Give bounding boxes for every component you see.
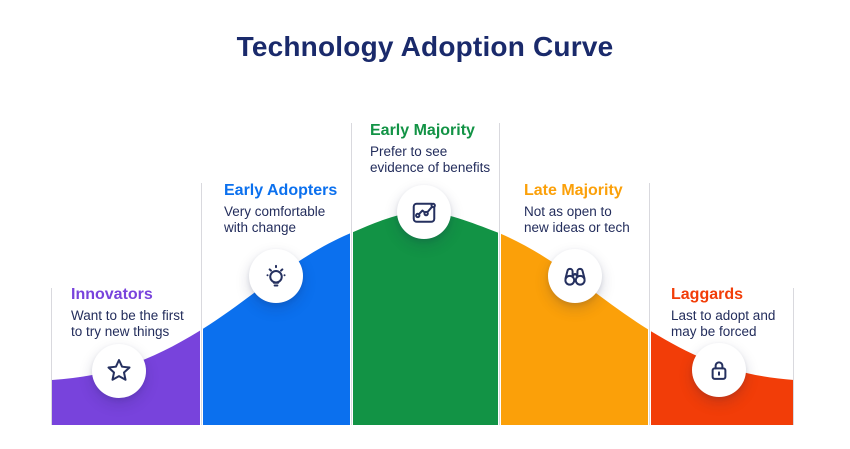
segment-description-line: to try new things [71,324,170,339]
segment-label: Early Majority [370,122,475,139]
segment-description-line: Prefer to see [370,144,448,159]
segment-description-line: may be forced [671,324,757,339]
divider-line [649,183,650,425]
divider-line [499,123,500,425]
segment-text-early-majority: Early Majority Prefer to see evidence of… [370,122,490,176]
star-icon [107,359,131,381]
segment-text-late-majority: Late Majority Not as open to new ideas o… [524,182,630,236]
segment-description-line: Very comfortable [224,204,326,219]
divider-line [201,183,202,425]
binoculars-icon [564,267,586,286]
segment-label: Early Adopters [224,182,338,199]
divider-line [351,123,352,425]
segment-label: Late Majority [524,182,623,199]
late-majority-icon-badge [548,249,602,303]
segment-description-line: Not as open to [524,204,612,219]
lock-icon [711,361,727,380]
lightbulb-icon [266,264,286,287]
divider-line [793,288,794,425]
segment-label: Innovators [71,286,153,303]
segment-label: Laggards [671,286,744,303]
trend-chart-icon [412,202,436,223]
segment-text-innovators: Innovators Want to be the first to try n… [71,286,184,340]
segment-description-line: with change [224,220,297,235]
divider-line [51,288,52,425]
segment-text-laggards: Laggards Last to adopt and may be forced [671,286,775,340]
segment-description-line: Last to adopt and [671,308,776,323]
page-title: Technology Adoption Curve [236,31,614,62]
laggards-icon-badge [692,343,746,397]
early-adopters-icon-badge [249,249,303,303]
innovators-icon-badge [92,344,146,398]
segment-description-line: Want to be the first [71,308,184,323]
segment-text-early-adopters: Early Adopters Very comfortable with cha… [224,182,337,236]
segment-description-line: new ideas or tech [524,220,630,235]
segment-description-line: evidence of benefits [370,160,491,175]
early-majority-icon-badge [397,185,451,239]
